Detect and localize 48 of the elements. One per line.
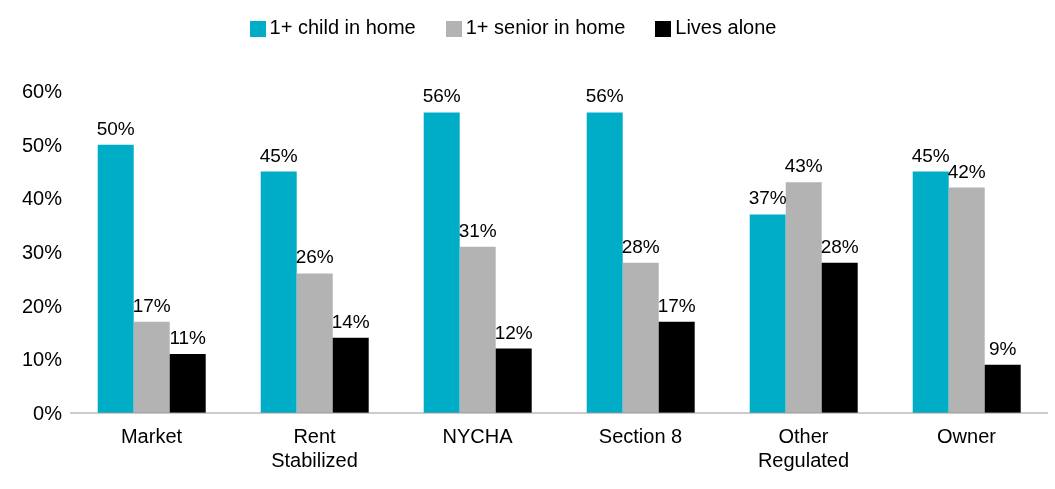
bar — [169, 353, 206, 413]
y-tick-label: 10% — [21, 348, 63, 371]
x-tick-label: Owner — [937, 425, 997, 447]
y-tick-label: 0% — [33, 402, 63, 425]
x-tick-label: Rent Stabilized — [271, 425, 358, 471]
bar — [622, 262, 659, 413]
bar — [749, 214, 786, 413]
bar — [459, 246, 496, 413]
bar — [260, 171, 297, 413]
data-label: 9% — [988, 337, 1017, 359]
bar — [948, 187, 985, 413]
bar — [821, 262, 858, 413]
bar — [658, 321, 695, 413]
data-label: 17% — [132, 294, 171, 316]
data-label: 28% — [820, 235, 859, 257]
bar — [586, 112, 623, 413]
legend-label: 1+ senior in home — [465, 16, 626, 38]
bar — [785, 182, 822, 413]
bar — [133, 321, 170, 413]
data-label: 50% — [96, 117, 135, 139]
data-label: 56% — [585, 85, 624, 107]
bar — [984, 364, 1021, 413]
y-tick-label: 30% — [21, 241, 63, 264]
y-tick-label: 40% — [21, 187, 63, 210]
data-label: 43% — [784, 155, 823, 177]
data-label: 56% — [422, 85, 461, 107]
data-label: 45% — [259, 144, 298, 166]
bar — [495, 348, 532, 413]
data-label: 14% — [331, 310, 370, 332]
x-tick-label: Section 8 — [598, 425, 683, 447]
y-tick-label: 50% — [21, 133, 63, 156]
bar — [296, 273, 333, 413]
data-label: 37% — [748, 187, 787, 209]
x-tick-label: Market — [120, 425, 183, 447]
legend-label: Lives alone — [675, 16, 777, 38]
x-tick-label: Other Regulated — [757, 425, 850, 471]
bar — [97, 144, 134, 413]
y-tick-label: 60% — [21, 80, 63, 103]
legend-label: 1+ child in home — [269, 16, 416, 38]
data-label: 12% — [494, 321, 533, 343]
data-label: 11% — [169, 326, 207, 348]
data-label: 17% — [657, 294, 696, 316]
y-tick-label: 20% — [21, 294, 63, 317]
bar — [423, 112, 460, 413]
data-label: 45% — [911, 144, 950, 166]
x-tick-label: NYCHA — [442, 425, 514, 447]
bar — [332, 337, 369, 413]
bar — [912, 171, 949, 413]
